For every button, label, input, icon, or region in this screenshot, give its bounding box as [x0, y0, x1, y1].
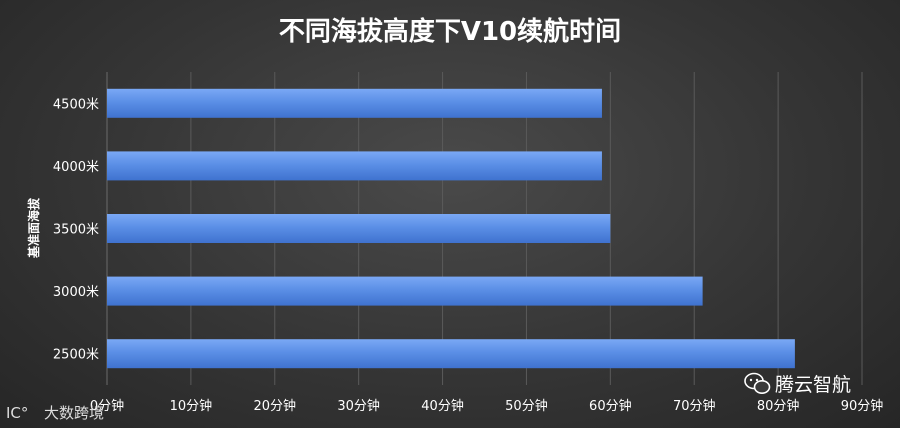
watermark-right: 腾云智航 [744, 372, 851, 396]
y-axis-label: 基准面海拔 [26, 197, 41, 259]
y-tick-labels: 2500米 3000米 3500米 4000米 4500米 [53, 97, 99, 362]
bar-3500米 [107, 214, 611, 243]
x-tick-label: 0分钟 [90, 398, 124, 414]
x-tick-labels: 0分钟 10分钟 20分钟 30分钟 40分钟 50分钟 60分钟 70分钟 80分钟 90分钟 [90, 398, 883, 414]
bar-3000米 [107, 276, 703, 306]
watermark-left: IC° 大数跨境 [6, 404, 104, 422]
y-tick-label: 2500米 [53, 348, 99, 363]
bar-4000米 [107, 151, 602, 181]
x-tick-label: 30分钟 [337, 398, 380, 414]
y-tick-label: 3500米 [53, 223, 99, 238]
x-tick-label: 90分钟 [841, 398, 884, 414]
x-tick-label: 70分钟 [673, 398, 716, 414]
watermark-left-logo: IC° [6, 404, 28, 422]
chart-title: 不同海拔高度下V10续航时间 [279, 16, 621, 47]
y-tick-label: 3000米 [53, 285, 99, 300]
watermark-right-text: 腾云智航 [775, 374, 851, 396]
bar-2500米 [107, 339, 795, 369]
x-tick-label: 20分钟 [254, 398, 297, 414]
bar-4500米 [107, 88, 602, 118]
bars [107, 88, 795, 369]
x-tick-label: 40分钟 [421, 398, 464, 414]
x-tick-label: 60分钟 [589, 398, 632, 414]
y-tick-label: 4000米 [53, 160, 99, 175]
watermark-left-text: 大数跨境 [44, 404, 104, 422]
x-tick-label: 10分钟 [170, 398, 213, 414]
x-tick-label: 50分钟 [505, 398, 548, 414]
wechat-icon [744, 372, 771, 394]
x-tick-label: 80分钟 [757, 398, 800, 414]
y-tick-label: 4500米 [53, 97, 99, 112]
